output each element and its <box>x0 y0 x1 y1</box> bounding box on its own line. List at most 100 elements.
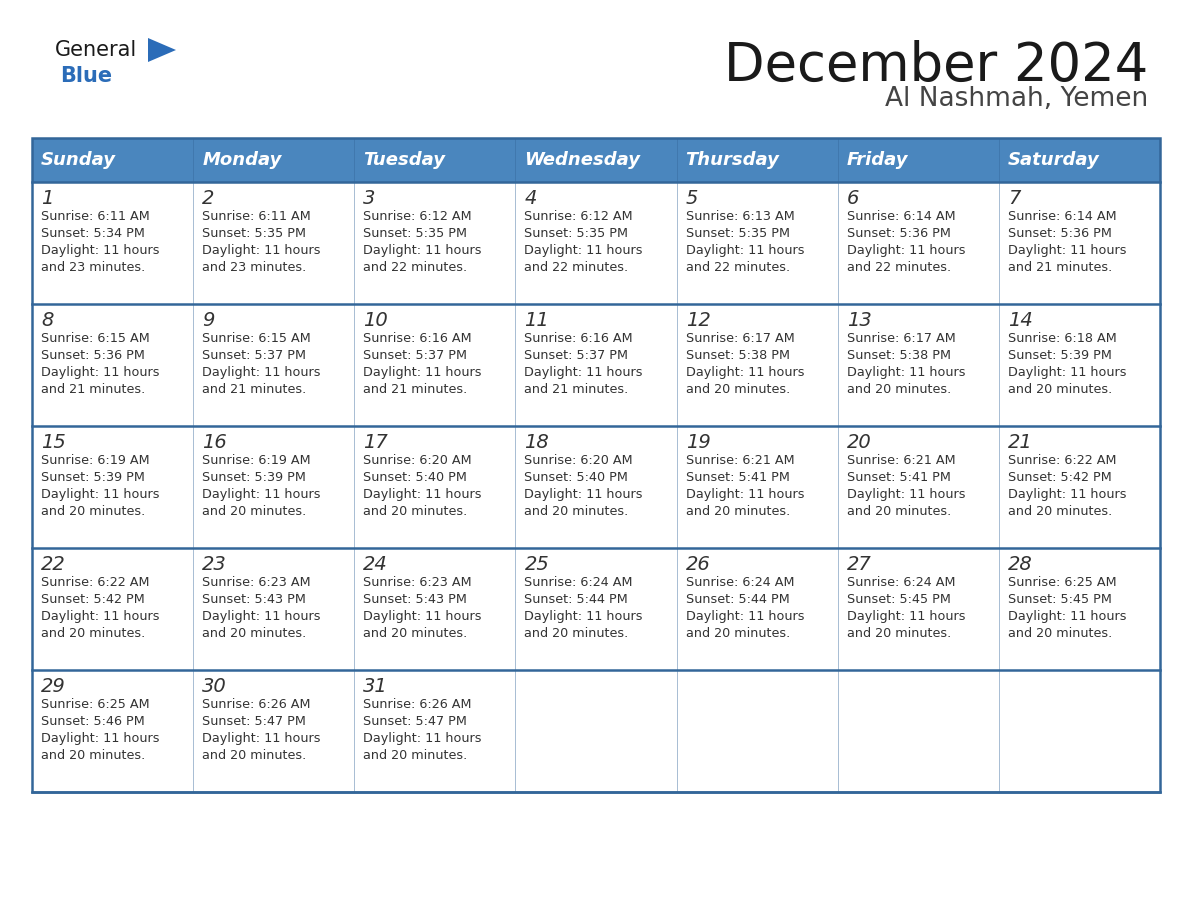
Text: Sunset: 5:43 PM: Sunset: 5:43 PM <box>202 593 307 606</box>
Text: Daylight: 11 hours: Daylight: 11 hours <box>42 732 159 745</box>
Text: and 21 minutes.: and 21 minutes. <box>524 383 628 396</box>
Text: Sunrise: 6:24 AM: Sunrise: 6:24 AM <box>524 576 633 589</box>
Text: and 20 minutes.: and 20 minutes. <box>42 627 145 640</box>
Text: Sunset: 5:42 PM: Sunset: 5:42 PM <box>1007 471 1112 484</box>
Text: and 20 minutes.: and 20 minutes. <box>524 627 628 640</box>
Bar <box>32 670 1159 792</box>
Text: Wednesday: Wednesday <box>524 151 640 169</box>
Text: Sunset: 5:39 PM: Sunset: 5:39 PM <box>202 471 307 484</box>
Text: Daylight: 11 hours: Daylight: 11 hours <box>524 610 643 623</box>
Text: and 21 minutes.: and 21 minutes. <box>42 383 145 396</box>
Text: Sunrise: 6:20 AM: Sunrise: 6:20 AM <box>524 454 633 467</box>
Text: Daylight: 11 hours: Daylight: 11 hours <box>364 244 482 257</box>
Text: Daylight: 11 hours: Daylight: 11 hours <box>1007 366 1126 379</box>
Text: Sunset: 5:37 PM: Sunset: 5:37 PM <box>364 349 467 362</box>
Text: Daylight: 11 hours: Daylight: 11 hours <box>364 610 482 623</box>
Text: Sunset: 5:35 PM: Sunset: 5:35 PM <box>685 227 790 240</box>
Text: Daylight: 11 hours: Daylight: 11 hours <box>685 366 804 379</box>
Text: Sunrise: 6:15 AM: Sunrise: 6:15 AM <box>42 332 150 345</box>
Text: and 20 minutes.: and 20 minutes. <box>685 383 790 396</box>
Text: Sunrise: 6:19 AM: Sunrise: 6:19 AM <box>202 454 311 467</box>
Text: 2: 2 <box>202 189 215 208</box>
Text: Sunrise: 6:22 AM: Sunrise: 6:22 AM <box>42 576 150 589</box>
Text: Sunrise: 6:17 AM: Sunrise: 6:17 AM <box>847 332 955 345</box>
Text: Sunrise: 6:21 AM: Sunrise: 6:21 AM <box>685 454 795 467</box>
Text: December 2024: December 2024 <box>723 40 1148 92</box>
Text: Sunrise: 6:20 AM: Sunrise: 6:20 AM <box>364 454 472 467</box>
Text: and 20 minutes.: and 20 minutes. <box>364 749 468 762</box>
Text: Sunset: 5:43 PM: Sunset: 5:43 PM <box>364 593 467 606</box>
Text: Daylight: 11 hours: Daylight: 11 hours <box>202 244 321 257</box>
Text: and 22 minutes.: and 22 minutes. <box>847 261 950 274</box>
Text: Sunrise: 6:14 AM: Sunrise: 6:14 AM <box>1007 210 1117 223</box>
Text: Sunrise: 6:15 AM: Sunrise: 6:15 AM <box>202 332 311 345</box>
Text: 11: 11 <box>524 311 549 330</box>
Text: and 21 minutes.: and 21 minutes. <box>364 383 468 396</box>
Text: Al Nashmah, Yemen: Al Nashmah, Yemen <box>885 86 1148 112</box>
Text: 31: 31 <box>364 677 388 696</box>
Bar <box>32 138 1159 792</box>
Text: and 20 minutes.: and 20 minutes. <box>202 749 307 762</box>
Text: and 21 minutes.: and 21 minutes. <box>1007 261 1112 274</box>
Text: 5: 5 <box>685 189 697 208</box>
Text: and 20 minutes.: and 20 minutes. <box>202 627 307 640</box>
Text: Sunset: 5:37 PM: Sunset: 5:37 PM <box>524 349 628 362</box>
Text: Daylight: 11 hours: Daylight: 11 hours <box>524 488 643 501</box>
Text: 1: 1 <box>42 189 53 208</box>
Text: Sunrise: 6:26 AM: Sunrise: 6:26 AM <box>364 698 472 711</box>
Text: Thursday: Thursday <box>685 151 779 169</box>
Text: Daylight: 11 hours: Daylight: 11 hours <box>364 488 482 501</box>
Text: Daylight: 11 hours: Daylight: 11 hours <box>1007 244 1126 257</box>
Text: Daylight: 11 hours: Daylight: 11 hours <box>685 610 804 623</box>
Text: 29: 29 <box>42 677 65 696</box>
Text: Sunrise: 6:26 AM: Sunrise: 6:26 AM <box>202 698 310 711</box>
Text: and 22 minutes.: and 22 minutes. <box>685 261 790 274</box>
Text: 20: 20 <box>847 433 872 452</box>
Text: Blue: Blue <box>61 66 112 86</box>
Text: Daylight: 11 hours: Daylight: 11 hours <box>847 488 965 501</box>
Text: Sunset: 5:38 PM: Sunset: 5:38 PM <box>685 349 790 362</box>
Text: Sunset: 5:45 PM: Sunset: 5:45 PM <box>1007 593 1112 606</box>
Text: Sunset: 5:38 PM: Sunset: 5:38 PM <box>847 349 950 362</box>
Text: 10: 10 <box>364 311 388 330</box>
Text: and 20 minutes.: and 20 minutes. <box>847 627 950 640</box>
Text: 25: 25 <box>524 555 549 574</box>
Text: Sunrise: 6:25 AM: Sunrise: 6:25 AM <box>1007 576 1117 589</box>
Text: Sunrise: 6:25 AM: Sunrise: 6:25 AM <box>42 698 150 711</box>
Text: Saturday: Saturday <box>1007 151 1100 169</box>
Text: 6: 6 <box>847 189 859 208</box>
Text: Sunset: 5:36 PM: Sunset: 5:36 PM <box>847 227 950 240</box>
Text: Sunrise: 6:24 AM: Sunrise: 6:24 AM <box>685 576 794 589</box>
Text: and 20 minutes.: and 20 minutes. <box>685 627 790 640</box>
Text: General: General <box>55 40 138 60</box>
Text: Sunrise: 6:12 AM: Sunrise: 6:12 AM <box>364 210 472 223</box>
Text: Daylight: 11 hours: Daylight: 11 hours <box>524 366 643 379</box>
Text: Friday: Friday <box>847 151 908 169</box>
Text: and 20 minutes.: and 20 minutes. <box>1007 383 1112 396</box>
Text: Monday: Monday <box>202 151 282 169</box>
Text: Daylight: 11 hours: Daylight: 11 hours <box>685 488 804 501</box>
Text: and 22 minutes.: and 22 minutes. <box>364 261 467 274</box>
Bar <box>32 138 1159 182</box>
Text: Daylight: 11 hours: Daylight: 11 hours <box>1007 610 1126 623</box>
Text: Daylight: 11 hours: Daylight: 11 hours <box>524 244 643 257</box>
Text: 3: 3 <box>364 189 375 208</box>
Text: Sunrise: 6:18 AM: Sunrise: 6:18 AM <box>1007 332 1117 345</box>
Text: Sunset: 5:35 PM: Sunset: 5:35 PM <box>364 227 467 240</box>
Text: 7: 7 <box>1007 189 1020 208</box>
Text: Daylight: 11 hours: Daylight: 11 hours <box>364 732 482 745</box>
Text: Sunset: 5:39 PM: Sunset: 5:39 PM <box>1007 349 1112 362</box>
Text: 8: 8 <box>42 311 53 330</box>
Text: and 20 minutes.: and 20 minutes. <box>42 749 145 762</box>
Text: Sunset: 5:45 PM: Sunset: 5:45 PM <box>847 593 950 606</box>
Text: 14: 14 <box>1007 311 1032 330</box>
Text: and 23 minutes.: and 23 minutes. <box>42 261 145 274</box>
Text: Daylight: 11 hours: Daylight: 11 hours <box>42 244 159 257</box>
Text: 27: 27 <box>847 555 872 574</box>
Text: Sunrise: 6:11 AM: Sunrise: 6:11 AM <box>202 210 311 223</box>
Text: Daylight: 11 hours: Daylight: 11 hours <box>42 366 159 379</box>
Bar <box>32 426 1159 548</box>
Bar <box>32 304 1159 426</box>
Text: and 22 minutes.: and 22 minutes. <box>524 261 628 274</box>
Text: Daylight: 11 hours: Daylight: 11 hours <box>364 366 482 379</box>
